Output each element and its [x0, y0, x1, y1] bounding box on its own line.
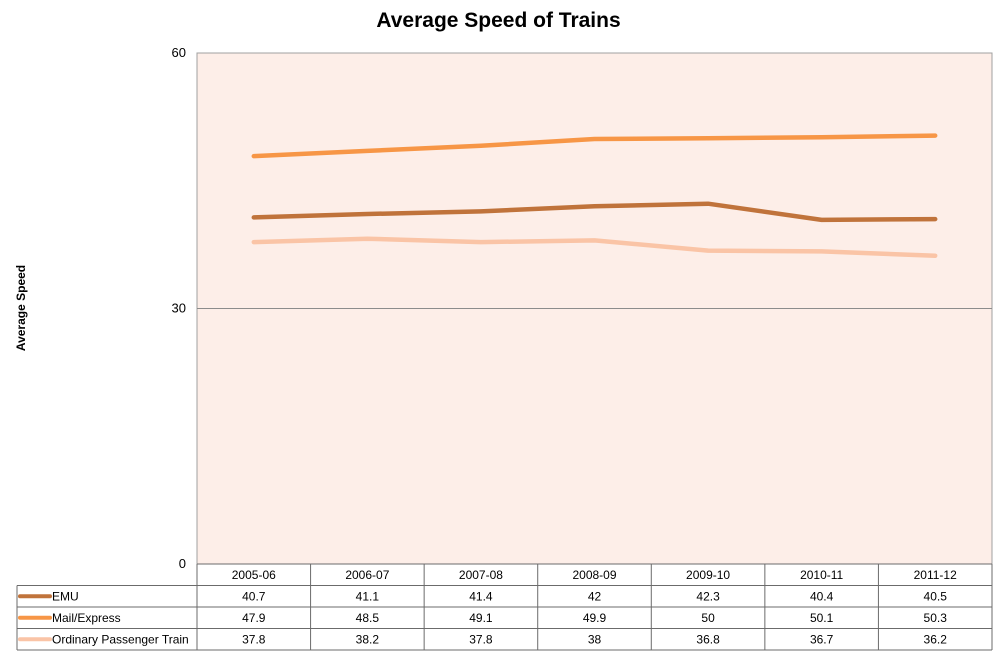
data-label: 50.1: [810, 611, 834, 625]
data-label: 50: [701, 611, 715, 625]
x-tick-label: 2011-12: [914, 568, 957, 582]
data-label: 50.3: [924, 611, 948, 625]
data-label: 36.7: [810, 632, 834, 646]
x-tick-label: 2007-08: [459, 568, 503, 582]
x-tick-label: 2005-06: [232, 568, 276, 582]
series-line: [251, 133, 938, 159]
data-label: 42.3: [696, 589, 720, 603]
data-label: 48.5: [356, 611, 380, 625]
data-label: 40.5: [924, 589, 948, 603]
x-tick-label: 2008-09: [572, 568, 616, 582]
data-label: 40.4: [810, 589, 834, 603]
x-tick-label: 2009-10: [686, 568, 730, 582]
data-label: 36.2: [924, 632, 948, 646]
data-label: 38: [588, 632, 602, 646]
legend-entry: Ordinary Passenger Train: [52, 632, 189, 646]
data-label: 37.8: [242, 632, 266, 646]
data-label: 40.7: [242, 589, 266, 603]
data-label: 49.9: [583, 611, 607, 625]
data-label: 41.4: [469, 589, 493, 603]
y-tick-label: 30: [172, 301, 186, 316]
data-label: 47.9: [242, 611, 266, 625]
data-label: 41.1: [356, 589, 380, 603]
x-tick-label: 2010-11: [800, 568, 843, 582]
data-label: 42: [588, 589, 602, 603]
x-tick-label: 2006-07: [345, 568, 389, 582]
data-label: 49.1: [469, 611, 493, 625]
series-line: [251, 236, 938, 258]
data-label: 36.8: [696, 632, 720, 646]
legend-entry: EMU: [52, 589, 79, 603]
y-tick-label: 0: [179, 556, 186, 571]
chart-title: Average Speed of Trains: [376, 9, 621, 32]
y-tick-label: 60: [172, 45, 186, 60]
data-label: 38.2: [356, 632, 380, 646]
legend-entry: Mail/Express: [52, 611, 121, 625]
data-label: 37.8: [469, 632, 493, 646]
